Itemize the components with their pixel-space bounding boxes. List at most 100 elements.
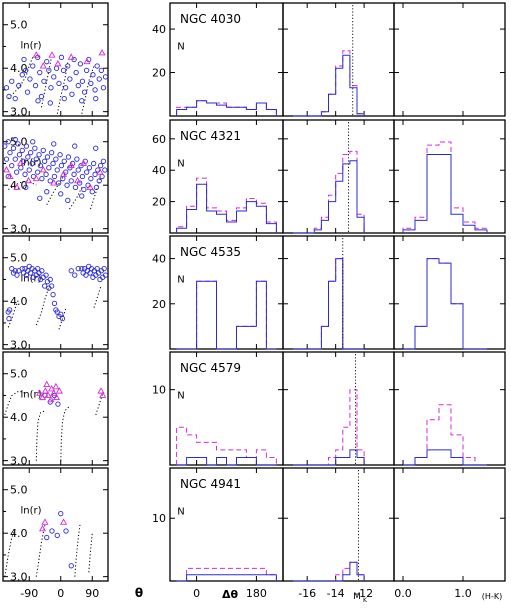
spiral-arm-curve [46,171,67,206]
cluster-point-blue [16,82,22,89]
y-axis-label: ln(r) [20,389,41,400]
x-tick-label: 0 [193,587,200,600]
cluster-point-blue [10,145,17,151]
spiral-arm-curve [74,524,81,577]
cluster-point-blue [35,98,41,104]
cluster-point-blue [40,147,46,154]
histogram-magenta [293,389,365,466]
y-tick-label: 3.0 [10,223,28,236]
cluster-point-blue [96,76,102,82]
n-axis-label: N [177,275,184,286]
cluster-point-magenta [32,51,40,58]
cluster-point-blue [56,80,62,87]
cluster-point-magenta [55,387,63,394]
cluster-point-magenta [16,159,25,166]
histogram-magenta [402,141,488,233]
cluster-point-blue [98,67,105,74]
cluster-point-blue [71,171,77,177]
cluster-point-magenta [24,176,33,184]
cluster-point-blue [39,176,45,182]
histogram-panel-mk [282,467,395,582]
cluster-point-magenta [59,170,68,177]
cluster-point-blue [58,510,64,517]
cluster-point-magenta [38,524,47,532]
y-tick-label: 5.0 [10,368,28,381]
cluster-point-blue [49,528,55,534]
cluster-point-blue [67,76,73,82]
histogram-blue [293,160,365,234]
cluster-point-magenta [54,59,62,67]
cluster-point-blue [88,80,94,87]
histogram-blue [293,449,365,466]
cluster-point-blue [23,184,29,191]
cluster-point-blue [72,184,79,191]
cluster-point-blue [63,528,69,534]
cluster-point-magenta [38,393,47,401]
cluster-point-blue [51,300,58,307]
spiral-arm-curve [90,176,102,210]
cluster-point-blue [14,272,20,278]
cluster-point-blue [6,93,12,100]
histogram-blue [176,183,277,233]
cluster-point-blue [44,534,50,541]
cluster-point-magenta [2,166,11,173]
x-axis-label-subscript: K [363,597,368,604]
cluster-point-blue [68,268,74,274]
cluster-point-blue [47,100,53,106]
cluster-point-magenta [59,518,68,525]
cluster-point-magenta [67,53,75,60]
y-tick-label: 20 [152,298,166,311]
galaxy-label: NGC 4030 [180,12,241,26]
galaxy-label: NGC 4321 [180,129,241,143]
cluster-point-blue [93,145,99,151]
cluster-point-blue [65,154,72,160]
scatter-frame [2,235,109,350]
cluster-point-magenta [39,62,47,69]
cluster-point-blue [46,165,52,171]
histogram-panel-hk [393,467,506,582]
scatter-panel: 3.0 4.0 5.0 ln(r) [2,2,109,119]
cluster-point-magenta [41,387,49,394]
x-tick-label: 0 [57,587,64,600]
histogram-frame [393,2,506,117]
histogram-frame [393,351,506,466]
histogram-blue [176,574,277,582]
cluster-point-blue [16,152,23,158]
histogram-blue [403,258,487,350]
cluster-point-blue [9,162,15,169]
cluster-point-blue [92,87,98,93]
histogram-frame [282,467,395,582]
cluster-point-blue [58,54,65,60]
cluster-point-blue [53,156,59,162]
cluster-point-blue [84,169,90,175]
histogram-panel-mk [282,235,395,350]
cluster-point-magenta [96,168,104,175]
cluster-point-blue [72,272,78,278]
cluster-point-blue [50,292,56,298]
cluster-point-blue [9,78,15,84]
spiral-arm-curve [7,57,34,99]
cluster-point-blue [88,176,94,182]
n-axis-label: N [177,159,184,170]
cluster-point-blue [63,85,69,91]
spiral-arm-curve [60,405,70,461]
scatter-panel: 3.0 4.0 5.0 ln(r) [2,351,109,468]
cluster-point-blue [58,162,65,169]
spiral-arm-curve [35,410,46,461]
cluster-point-blue [81,186,87,193]
x-axis-label: Δθ [222,588,239,601]
cluster-point-magenta [50,389,58,396]
histogram-panel-mk [282,351,395,466]
cluster-point-blue [102,167,108,173]
cluster-point-blue [75,82,81,89]
histogram-frame [393,235,506,350]
y-tick-label: 40 [152,164,166,177]
histogram-magenta [293,561,365,582]
histogram-blue [176,457,277,466]
cluster-point-blue [48,85,54,91]
cluster-point-blue [44,189,50,195]
cluster-point-blue [49,149,55,156]
spiral-arm-curve [4,390,26,416]
cluster-point-magenta [43,380,51,388]
